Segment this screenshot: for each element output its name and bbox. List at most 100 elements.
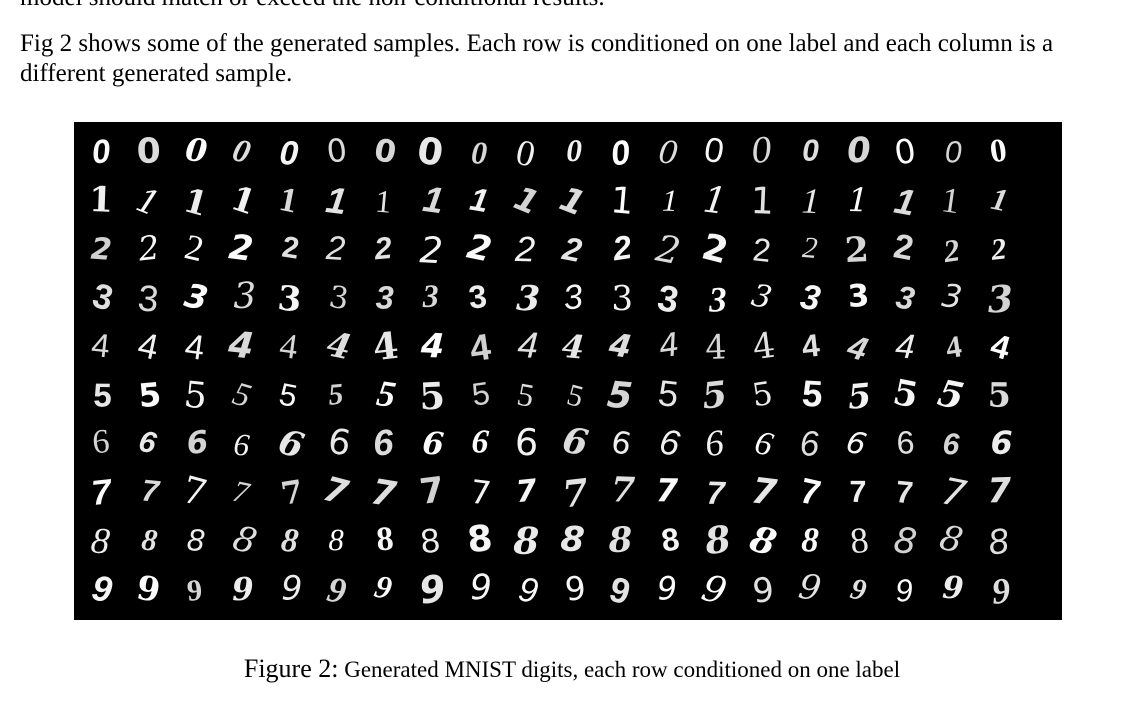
digit-sample-7: 7 [230, 474, 254, 511]
digit-sample-2: 2 [227, 227, 256, 270]
digit-sample-0: 0 [608, 133, 633, 173]
caption-label: Figure 2: [243, 654, 339, 683]
digit-sample-4: 4 [323, 324, 354, 368]
digit-sample-5: 5 [470, 375, 493, 413]
caption-text: Generated MNIST digits, each row conditi… [344, 657, 901, 682]
digit-sample-0: 0 [90, 133, 113, 172]
digit-sample-7: 7 [749, 470, 779, 514]
digit-sample-8: 8 [375, 520, 395, 558]
digit-sample-7: 7 [796, 470, 824, 513]
digit-sample-0: 0 [802, 133, 820, 167]
digit-sample-3: 3 [986, 276, 1014, 321]
digit-sample-9: 9 [231, 571, 254, 608]
digit-sample-4: 4 [894, 327, 916, 366]
digit-sample-9: 9 [751, 570, 776, 611]
clipped-text-line: model should match or exceed the non-con… [20, 0, 605, 12]
digit-sample-9: 9 [847, 572, 869, 608]
digit-sample-6: 6 [232, 427, 251, 463]
digit-sample-3: 3 [748, 277, 775, 316]
digit-sample-6: 6 [942, 428, 960, 462]
digit-sample-3: 3 [375, 279, 394, 315]
digit-sample-8: 8 [936, 518, 967, 562]
digit-sample-6: 6 [751, 424, 777, 464]
digit-sample-2: 2 [514, 229, 536, 270]
digit-sample-9: 9 [324, 569, 350, 612]
digit-sample-5: 5 [846, 375, 873, 417]
digit-sample-7: 7 [279, 474, 306, 513]
digit-sample-3: 3 [611, 279, 633, 319]
digit-sample-5: 5 [276, 376, 300, 414]
digit-sample-1: 1 [988, 181, 1011, 218]
digit-sample-8: 8 [744, 517, 781, 565]
digit-sample-7: 7 [987, 471, 1012, 512]
digit-sample-6: 6 [843, 425, 870, 464]
digit-sample-5: 5 [656, 372, 680, 415]
digit-sample-8: 8 [891, 520, 919, 564]
digit-sample-1: 1 [609, 178, 636, 223]
digit-sample-6: 6 [470, 423, 489, 461]
digit-sample-6: 6 [559, 420, 591, 465]
digit-sample-4: 4 [987, 326, 1015, 367]
digit-sample-0: 0 [325, 133, 349, 171]
digit-sample-1: 1 [467, 181, 491, 219]
digit-sample-1: 1 [847, 181, 869, 219]
digit-sample-8: 8 [279, 522, 300, 561]
digit-sample-8: 8 [89, 519, 112, 562]
digit-sample-1: 1 [421, 178, 447, 221]
digit-sample-4: 4 [277, 325, 300, 367]
digit-sample-9: 9 [134, 568, 164, 610]
digit-sample-5: 5 [514, 377, 537, 415]
digit-sample-1: 1 [276, 180, 300, 221]
digit-sample-7: 7 [849, 475, 866, 509]
figure-caption: Figure 2: Generated MNIST digits, each r… [0, 654, 1144, 685]
digit-sample-8: 8 [419, 522, 442, 562]
digit-sample-0: 0 [512, 131, 539, 175]
digit-sample-9: 9 [941, 570, 964, 607]
digit-sample-9: 9 [186, 573, 204, 608]
digit-sample-6: 6 [274, 422, 308, 467]
digit-sample-9: 9 [563, 569, 588, 609]
digit-sample-0: 0 [701, 131, 726, 172]
digit-sample-1: 1 [701, 177, 729, 223]
digit-sample-6: 6 [325, 422, 353, 465]
digit-sample-3: 3 [893, 278, 917, 317]
digit-sample-5: 5 [374, 372, 398, 415]
digit-sample-3: 3 [516, 279, 541, 320]
digit-sample-6: 6 [91, 423, 111, 461]
digit-sample-6: 6 [896, 424, 915, 461]
digit-sample-1: 1 [324, 179, 349, 222]
digit-sample-8: 8 [848, 520, 870, 562]
digit-sample-7: 7 [894, 474, 915, 510]
digit-sample-5: 5 [605, 373, 634, 418]
digit-sample-7: 7 [468, 473, 493, 513]
digit-sample-2: 2 [801, 231, 819, 265]
digit-sample-4: 4 [800, 327, 822, 365]
digit-sample-0: 0 [371, 132, 399, 171]
digit-sample-6: 6 [514, 420, 540, 464]
digit-sample-7: 7 [938, 469, 970, 516]
digit-sample-7: 7 [610, 470, 635, 511]
digit-sample-5: 5 [229, 375, 256, 415]
digit-sample-6: 6 [372, 421, 396, 463]
digit-sample-2: 2 [419, 228, 444, 272]
digit-sample-4: 4 [656, 325, 682, 366]
digit-sample-1: 1 [891, 180, 918, 224]
digit-sample-7: 7 [514, 473, 539, 510]
digit-sample-5: 5 [890, 372, 922, 417]
digit-sample-4: 4 [90, 326, 112, 365]
digit-sample-4: 4 [135, 324, 163, 367]
digit-sample-2: 2 [891, 227, 917, 268]
digit-sample-5: 5 [700, 373, 729, 417]
digit-sample-0: 0 [845, 130, 872, 172]
digit-sample-8: 8 [228, 518, 261, 563]
digit-sample-6: 6 [136, 425, 160, 461]
digit-sample-4: 4 [606, 327, 634, 366]
digit-sample-8: 8 [466, 518, 495, 561]
digit-sample-2: 2 [280, 231, 302, 266]
digit-sample-5: 5 [418, 373, 445, 418]
digit-sample-0: 0 [414, 129, 446, 175]
digit-sample-8: 8 [186, 522, 206, 558]
digit-sample-2: 2 [751, 231, 773, 269]
digit-sample-0: 0 [229, 132, 255, 171]
digit-sample-8: 8 [559, 519, 586, 560]
